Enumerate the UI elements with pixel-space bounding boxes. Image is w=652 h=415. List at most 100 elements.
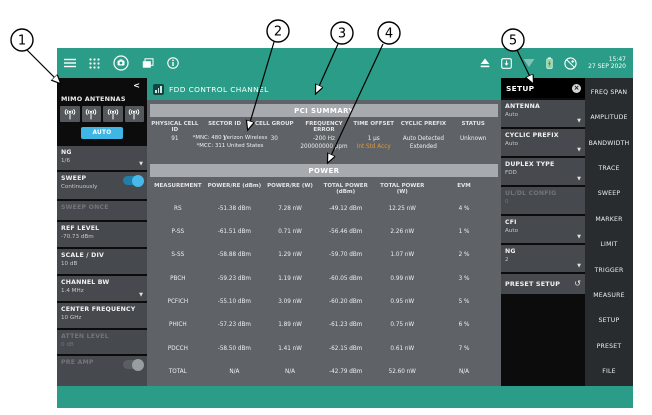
- ng-label: NG: [61, 149, 72, 156]
- ref-level-control[interactable]: REF LEVEL -70.73 dBm: [57, 222, 147, 247]
- ng-control[interactable]: NG 1/6 ▼: [57, 146, 147, 170]
- pci-summary-table: PHYSICAL CELL ID SECTOR ID CELL GROUP FREQU…: [150, 117, 498, 161]
- stylus-disabled-icon[interactable]: [564, 56, 577, 70]
- pci-summary-header: PCI SUMMARY: [150, 104, 498, 117]
- sweep-toggle[interactable]: [123, 174, 144, 187]
- wifi-disabled-icon[interactable]: [523, 58, 535, 68]
- power-column-header: EVM: [457, 183, 471, 189]
- chevron-down-icon: ▼: [139, 161, 143, 167]
- battery-icon: [546, 57, 553, 69]
- duplex-type-control[interactable]: DUPLEX TYPE FDD ▼: [501, 158, 585, 185]
- channel-bw-control[interactable]: CHANNEL BW 1.4 MHz ▼: [57, 276, 147, 301]
- menu-item[interactable]: TRACE: [598, 165, 620, 173]
- antenna-1-button[interactable]: [60, 106, 80, 122]
- setup-panel-filler: [501, 296, 585, 386]
- total-power-w: 0.95 nW: [390, 299, 415, 306]
- menu-item[interactable]: MARKER: [595, 215, 623, 223]
- measurement-name: S-SS: [171, 252, 185, 259]
- topbar-left-icons: [64, 55, 179, 71]
- power-table-row: PCFICH -55.10 dBm 3.09 nW -60.20 dBm 0.9…: [150, 298, 498, 306]
- ng-value: 1/6: [61, 157, 71, 164]
- power-re-w: 0.71 nW: [278, 228, 302, 235]
- mnc-text: *MNC: 480 Verizon Wireless: [192, 135, 268, 141]
- center-frequency-label: CENTER FREQUENCY: [61, 306, 136, 313]
- cyclic-prefix-label: CYCLIC PREFIX: [505, 132, 559, 139]
- antenna-buttons-row: [60, 106, 144, 122]
- save-screen-icon[interactable]: [501, 57, 512, 69]
- windows-layers-icon[interactable]: [142, 57, 154, 69]
- pre-amp-control[interactable]: PRE AMP: [57, 356, 147, 386]
- measurement-name: TOTAL: [168, 369, 187, 376]
- callout-number-5: 5: [509, 34, 517, 49]
- antenna-control[interactable]: ANTENNA Auto ▼: [501, 100, 585, 127]
- duplex-type-label: DUPLEX TYPE: [505, 161, 555, 168]
- eject-icon[interactable]: [480, 58, 490, 68]
- info-icon[interactable]: [167, 57, 179, 69]
- power-column-header: POWER/RE (W): [267, 183, 313, 189]
- power-column-header: TOTAL POWER (W): [380, 183, 425, 195]
- total-power-dbm: -42.79 dBm: [329, 369, 363, 376]
- cyclic-prefix-value: Auto: [505, 140, 518, 147]
- panel-collapse-icon[interactable]: <: [133, 81, 140, 90]
- power-re-w: 1.41 nW: [278, 345, 302, 352]
- scale-div-control[interactable]: SCALE / DIV 10 dB: [57, 249, 147, 274]
- power-table-rows: RS -51.38 dBm 7.28 nW -49.12 dBm 12.25 n…: [150, 197, 498, 384]
- atten-level-control[interactable]: ATTEN LEVEL 0 dB: [57, 330, 147, 354]
- menu-item[interactable]: BANDWIDTH: [588, 139, 630, 147]
- measurement-name: RS: [174, 205, 182, 212]
- uldl-config-control[interactable]: UL/DL CONFIG 0: [501, 187, 585, 214]
- measurement-title-bar: FDD CONTROL CHANNEL: [147, 78, 501, 100]
- menu-item[interactable]: SWEEP: [597, 190, 621, 198]
- menu-item[interactable]: FILE: [602, 367, 616, 375]
- evm-value: 4 %: [458, 205, 470, 212]
- chevron-down-icon: ▼: [139, 292, 143, 298]
- total-power-w: 52.60 nW: [388, 369, 416, 376]
- menu-item[interactable]: AMPLITUDE: [590, 114, 628, 122]
- setup-ng-control[interactable]: NG 2 ▼: [501, 245, 585, 272]
- power-re-dbm: -58.50 dBm: [217, 345, 251, 352]
- sweep-once-button[interactable]: SWEEP ONCE: [57, 201, 147, 220]
- auto-button[interactable]: AUTO: [81, 127, 123, 139]
- power-table-row: S-SS -58.88 dBm 1.29 nW -59.70 dBm 1.07 …: [150, 251, 498, 259]
- mnc-mcc-block: *MNC: 480 Verizon Wireless *MCC: 311 Uni…: [160, 134, 299, 150]
- cyclic-prefix-value: Auto Detected Extended: [402, 136, 444, 151]
- pre-amp-toggle[interactable]: [123, 358, 144, 371]
- camera-screenshot-icon[interactable]: [113, 55, 129, 71]
- preset-setup-button[interactable]: PRESET SETUP ↺: [501, 274, 585, 294]
- power-re-dbm: -59.23 dBm: [217, 275, 251, 282]
- uldl-config-value: 0: [505, 198, 509, 205]
- power-re-dbm: N/A: [229, 369, 240, 376]
- antenna-2-button[interactable]: [81, 106, 101, 122]
- cfi-control[interactable]: CFI Auto ▼: [501, 216, 585, 243]
- total-power-w: 2.26 nW: [390, 228, 415, 235]
- lte-measurement-icon: [153, 83, 164, 95]
- menu-item[interactable]: TRIGGER: [594, 266, 624, 274]
- hamburger-menu-icon[interactable]: [64, 58, 76, 68]
- preset-setup-label: PRESET SETUP: [505, 280, 561, 288]
- menu-item[interactable]: FREQ SPAN: [590, 89, 628, 96]
- menu-item[interactable]: LIMIT: [600, 241, 618, 249]
- antenna-3-button[interactable]: [103, 106, 123, 122]
- menu-item[interactable]: SETUP: [598, 317, 620, 325]
- cyclic-prefix-control[interactable]: CYCLIC PREFIX Auto ▼: [501, 129, 585, 156]
- total-power-dbm: -61.23 dBm: [329, 322, 363, 329]
- power-table-row: PHICH -57.23 dBm 1.89 nW -61.23 dBm 0.75…: [150, 321, 498, 329]
- apps-grid-icon[interactable]: [89, 57, 100, 69]
- menu-item[interactable]: PRESET: [596, 342, 622, 350]
- power-re-w: 1.19 nW: [278, 275, 302, 282]
- sweep-label: SWEEP: [61, 175, 87, 182]
- total-power-dbm: -59.70 dBm: [329, 252, 363, 259]
- top-status-bar: 15:47 27 SEP 2020: [57, 48, 633, 78]
- menu-item[interactable]: MEASURE: [593, 291, 625, 299]
- sweep-control[interactable]: SWEEP Continuously: [57, 172, 147, 199]
- antenna-4-button[interactable]: [124, 106, 144, 122]
- evm-value: 1 %: [458, 228, 470, 235]
- close-icon[interactable]: ×: [572, 83, 581, 93]
- measurement-name: PBCH: [170, 275, 186, 282]
- center-frequency-control[interactable]: CENTER FREQUENCY 10 GHz: [57, 303, 147, 328]
- chevron-down-icon: ▼: [577, 234, 581, 240]
- setup-panel-header: SETUP ×: [501, 78, 585, 98]
- reset-icon: ↺: [574, 279, 581, 288]
- total-power-w: 12.25 nW: [388, 205, 416, 212]
- chevron-down-icon: ▼: [577, 147, 581, 153]
